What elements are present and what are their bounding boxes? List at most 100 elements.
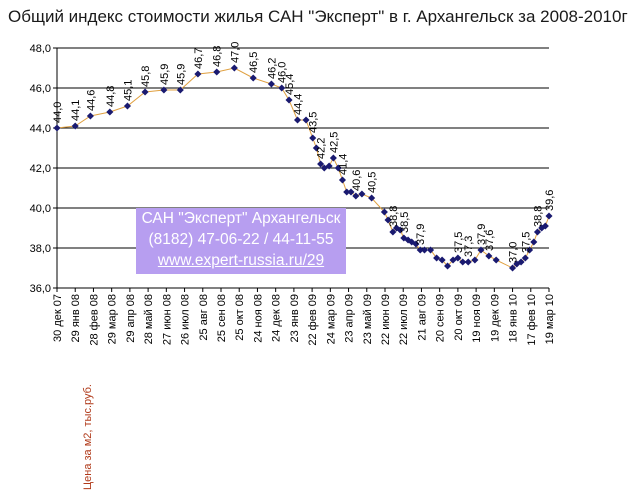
x-tick-label: 30 дек 07 [52,294,64,342]
data-point [420,246,429,254]
x-tick-label: 21 авг 09 [416,294,428,341]
data-point [438,256,446,264]
data-point [278,84,286,92]
data-point [352,192,360,200]
x-tick-label: 18 янв 10 [508,294,520,342]
x-tick-label: 29 мар 08 [107,294,119,344]
y-tick-label: 40,0 [30,203,51,215]
data-label: 38,8 [388,206,400,227]
data-point [267,80,275,88]
y-tick-label: 38,0 [30,243,51,255]
data-point [230,64,238,72]
data-label: 46,8 [212,46,224,67]
watermark-line-url[interactable]: www.expert-russia.ru/29 [157,252,325,269]
x-tick-label: 23 апр 09 [344,294,356,343]
data-point [141,88,149,96]
x-tick-label: 24 мар 09 [325,294,337,344]
data-label: 37,3 [463,236,475,257]
data-label: 46,7 [193,48,205,69]
data-point [477,246,485,254]
data-label: 44,1 [70,100,82,121]
x-tick-label: 28 май 08 [143,294,155,344]
data-point [389,228,397,236]
x-tick-label: 25 окт 08 [234,294,246,341]
data-point [464,258,472,266]
x-tick-label: 27 июн 08 [161,294,173,345]
data-point [176,86,184,94]
data-point [347,188,355,196]
data-point [194,70,202,78]
data-point [213,68,221,76]
x-tick-label: 24 дек 08 [271,294,283,342]
y-axis-label: Цена за м2, тыс.руб. [82,384,94,490]
y-tick-label: 42,0 [30,163,51,175]
data-point [71,122,79,130]
data-label: 44,4 [293,94,305,115]
x-tick-label: 28 фев 08 [88,294,100,346]
data-label: 45,4 [284,74,296,95]
data-label: 39,6 [544,190,556,211]
data-label: 40,6 [351,170,363,191]
x-tick-label: 29 апр 08 [125,294,137,343]
data-point [492,256,500,264]
y-tick-label: 48,0 [30,43,51,55]
data-label: 37,9 [476,224,488,245]
data-point [160,86,168,94]
x-tick-label: 23 янв 09 [289,294,301,342]
x-tick-label: 25 сен 08 [216,294,228,342]
x-tick-label: 25 авг 08 [198,294,210,341]
data-label: 37,5 [453,232,465,253]
data-label: 44,6 [85,90,97,111]
chart-title: Общий индекс стоимости жилья САН "Экспер… [8,7,628,26]
data-label: 44,0 [52,102,64,123]
data-label: 42,2 [316,138,328,159]
data-point [545,212,553,220]
data-label: 45,9 [159,64,171,85]
data-point [358,190,366,198]
data-point [526,246,534,254]
data-point [517,258,525,266]
data-point [312,144,320,152]
data-point [317,160,325,168]
data-label: 37,0 [508,242,520,263]
watermark-line-phone: (8182) 47-06-22 / 44-11-55 [148,231,334,248]
x-tick-label: 24 ноя 08 [252,294,264,343]
data-point [325,162,333,170]
data-point [309,134,317,142]
data-point [541,222,549,230]
data-label: 46,5 [248,52,260,73]
data-label: 37,5 [520,232,532,253]
x-tick-label: 19 ноя 09 [471,294,483,343]
data-point [302,116,310,124]
x-tick-label: 26 июл 08 [180,294,192,345]
x-tick-label: 17 фев 10 [526,294,538,346]
chart-canvas: 36,0 38,0 40,0 42,0 44,0 46,0 48,0 30 дек 07 29 … [30,42,556,346]
watermark-line-company: САН "Эксперт" Архангельск [141,210,341,227]
data-point [444,262,452,270]
data-label: 45,1 [122,80,134,101]
data-point [416,246,424,254]
x-tick-label: 22 июн 09 [380,294,392,345]
data-point [485,252,493,260]
data-label: 40,5 [367,172,379,193]
data-point [249,74,257,82]
data-point [329,154,337,162]
x-tick-label: 19 мар 10 [544,294,556,344]
data-label: 46,0 [277,62,289,83]
data-label: 37,9 [415,224,427,245]
data-point [509,264,517,272]
data-point [106,108,114,116]
y-tick-label: 36,0 [30,283,51,295]
data-point [86,112,94,120]
x-tick-label: 23 май 09 [362,294,374,344]
data-point [368,194,376,202]
data-point [123,102,131,110]
x-tick-label: 20 сен 09 [435,294,447,342]
data-point [293,116,302,124]
data-point [412,240,420,248]
watermark-box: САН "Эксперт" Архангельск (8182) 47-06-2… [136,208,346,274]
data-label: 47,0 [229,42,241,63]
data-point [285,96,293,104]
x-tick-label: 20 окт 09 [453,294,465,341]
data-point [427,246,435,254]
